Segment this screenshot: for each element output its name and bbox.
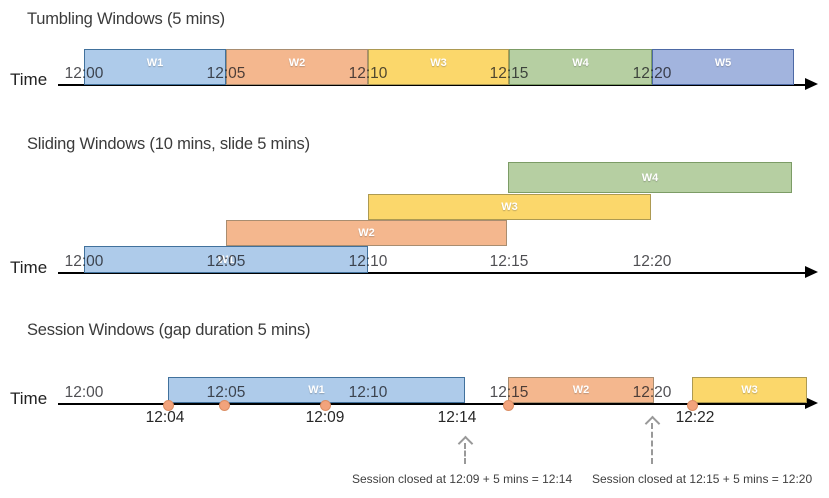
tick-label: 12:05 xyxy=(206,384,246,401)
tick-label: 12:20 xyxy=(632,384,672,401)
window-label: W3 xyxy=(430,57,447,69)
axis-line xyxy=(58,84,808,86)
event-dot xyxy=(162,399,174,411)
event-label: 12:22 xyxy=(675,409,715,426)
window-bar-session-w1 xyxy=(168,377,465,403)
window-label: W5 xyxy=(714,57,732,69)
tick-label: 12:10 xyxy=(348,253,388,270)
window-bar-sliding-w4 xyxy=(508,162,792,193)
window-label: W1 xyxy=(217,253,235,266)
tick-label: 12:00 xyxy=(64,384,104,401)
tick-label: 12:05 xyxy=(206,65,246,82)
section-title-sliding: Sliding Windows (10 mins, slide 5 mins) xyxy=(27,135,310,153)
window-label: W2 xyxy=(358,227,375,239)
window-bar-tumbling-w2 xyxy=(226,49,368,85)
window-bar-sliding-w1 xyxy=(84,246,368,273)
window-label: W1 xyxy=(308,384,325,396)
window-bar-tumbling-w1 xyxy=(84,49,226,85)
session-close-annotation: Session closed at 12:09 + 5 mins = 12:14 xyxy=(352,472,573,486)
time-axis-label-session: Time xyxy=(10,389,48,408)
session-close-annotation: Session closed at 12:15 + 5 mins = 12:20 xyxy=(592,472,813,486)
section-title-tumbling: Tumbling Windows (5 mins) xyxy=(27,10,225,28)
window-label: W2 xyxy=(572,384,590,396)
event-dot xyxy=(686,399,698,411)
arrow-up-chevron-icon xyxy=(644,415,661,432)
section-title-session: Session Windows (gap duration 5 mins) xyxy=(27,321,311,339)
event-label: 12:04 xyxy=(145,409,185,426)
event-dot xyxy=(319,399,331,411)
tick-label: 12:20 xyxy=(632,253,672,270)
arrow-up-chevron-icon xyxy=(457,435,474,452)
window-label: W3 xyxy=(501,201,518,213)
window-bar-session-w2 xyxy=(508,377,654,403)
event-label: 12:14 xyxy=(437,409,477,426)
window-label: W4 xyxy=(641,171,659,184)
time-axis-label-tumbling: Time xyxy=(10,70,48,89)
window-bar-session-w3 xyxy=(692,377,807,403)
axis-line xyxy=(58,272,808,274)
window-bar-tumbling-w3 xyxy=(368,49,509,85)
time-axis-label-sliding: Time xyxy=(10,258,48,277)
tick-label: 12:15 xyxy=(489,65,529,82)
event-label: 12:09 xyxy=(305,409,345,426)
window-label: W3 xyxy=(741,384,758,396)
window-label: W2 xyxy=(288,57,306,69)
tick-label: 12:20 xyxy=(632,65,672,82)
window-label: W4 xyxy=(572,57,589,69)
axis-line xyxy=(58,403,808,405)
session-close-arrow xyxy=(464,443,466,464)
axis-arrowhead-icon xyxy=(805,266,818,278)
event-dot xyxy=(218,399,230,411)
event-dot xyxy=(502,399,514,411)
window-bar-sliding-w3 xyxy=(368,194,651,220)
window-bar-tumbling-w5 xyxy=(652,49,794,85)
tick-label: 12:10 xyxy=(348,65,388,82)
tick-label: 12:05 xyxy=(206,253,246,270)
window-bar-sliding-w2 xyxy=(226,220,507,246)
tick-label: 12:10 xyxy=(348,384,388,401)
axis-arrowhead-icon xyxy=(805,397,818,409)
tick-label: 12:00 xyxy=(64,65,104,82)
tick-label: 12:15 xyxy=(489,253,529,270)
axis-arrowhead-icon xyxy=(805,78,818,90)
window-bar-tumbling-w4 xyxy=(509,49,652,85)
tick-label: 12:00 xyxy=(64,253,104,270)
session-close-arrow xyxy=(651,423,653,464)
tick-label: 12:15 xyxy=(489,384,529,401)
window-label: W1 xyxy=(146,57,164,69)
